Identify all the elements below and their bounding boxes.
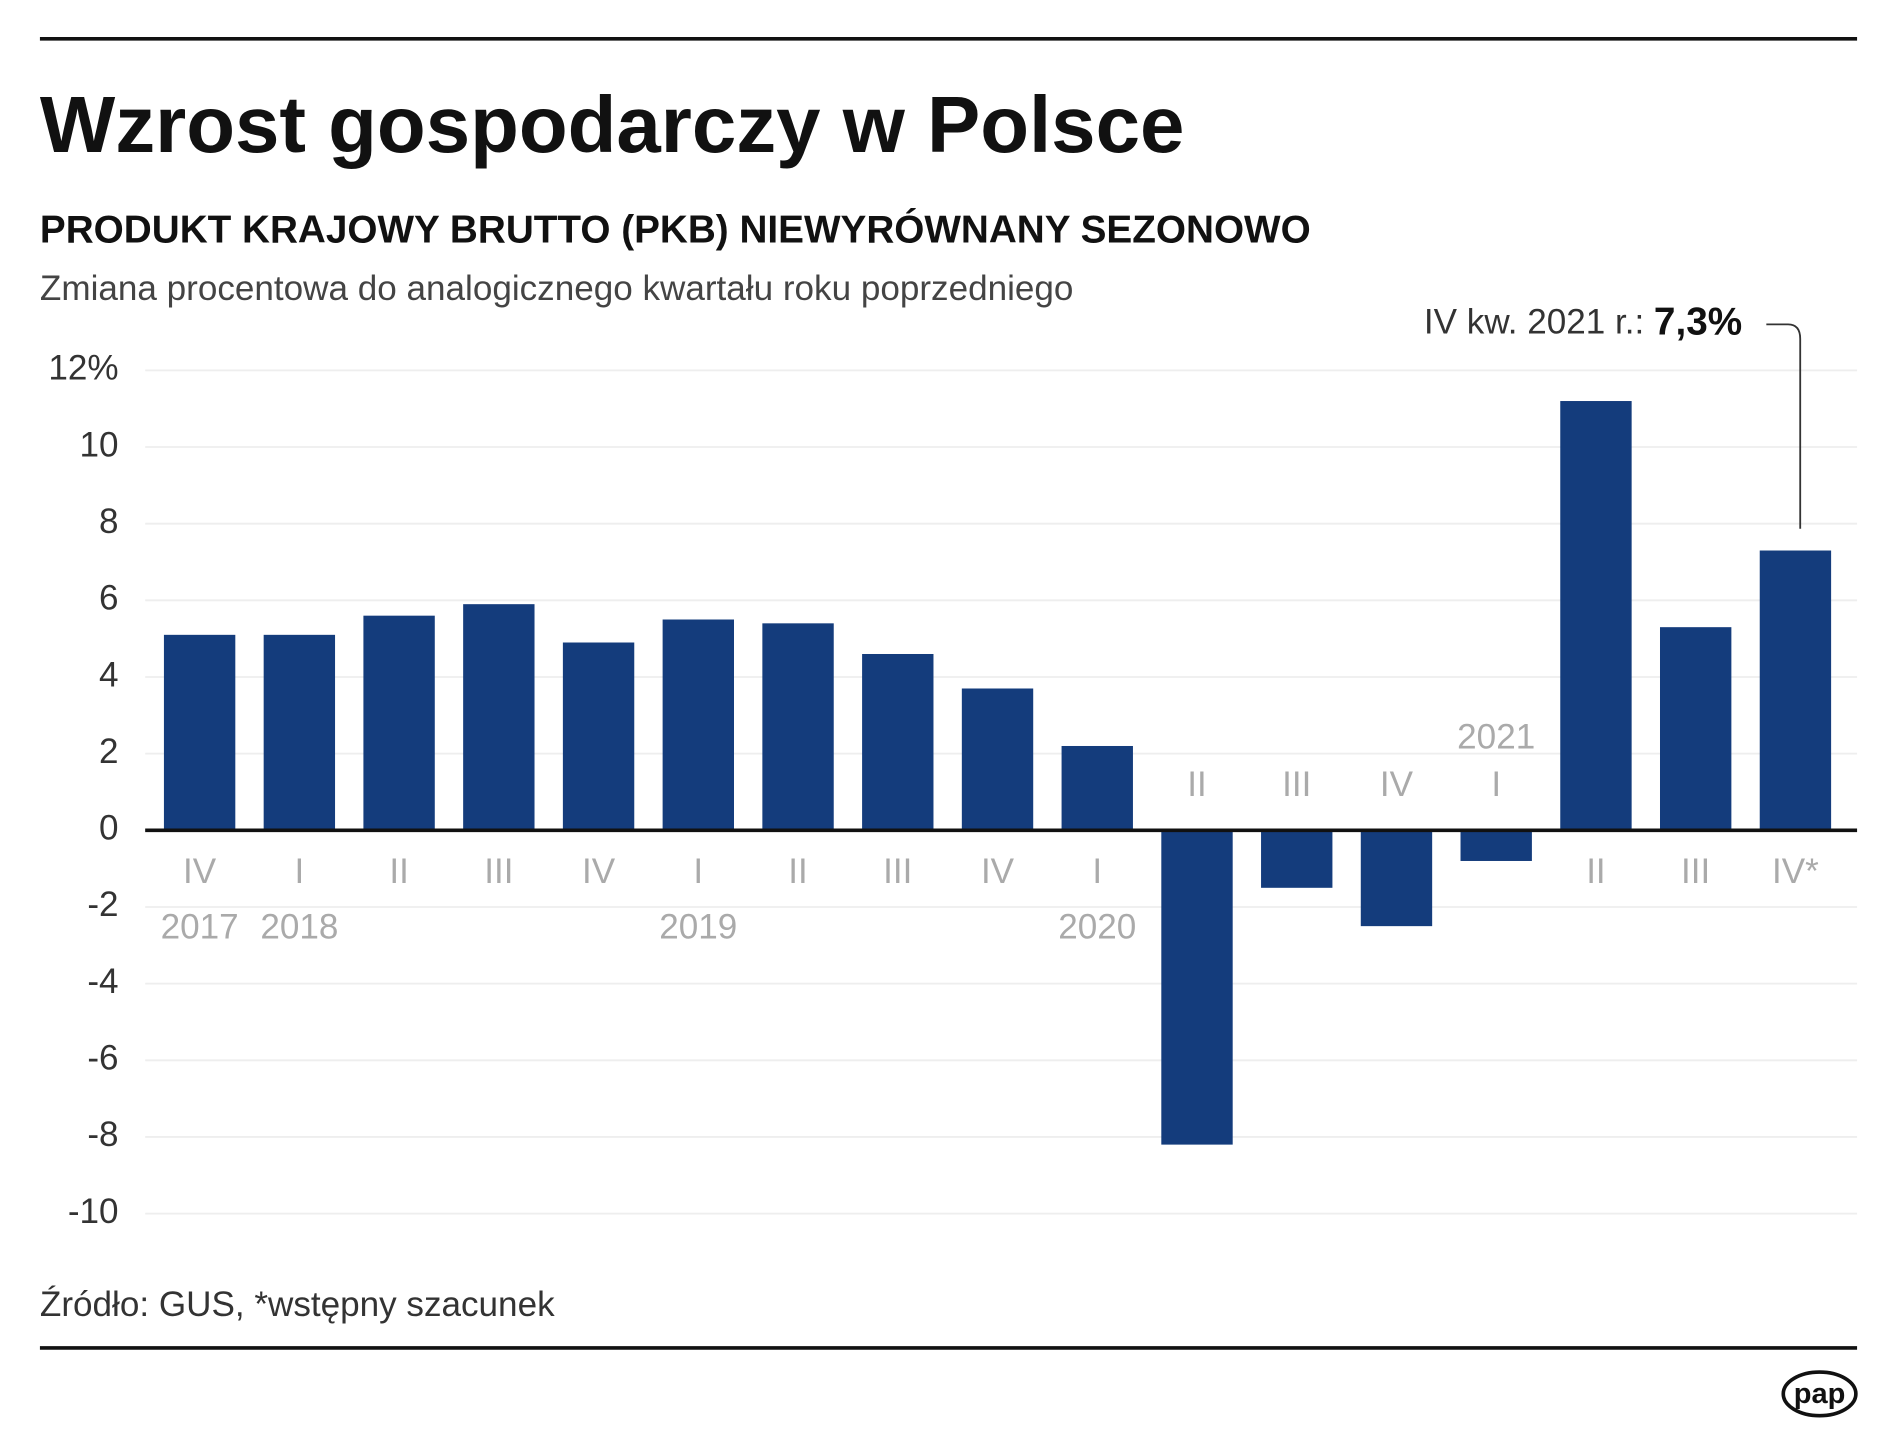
source: Źródło: GUS, *wstępny szacunek (40, 1285, 555, 1324)
y-tick-label: -4 (87, 962, 118, 1001)
bar (1360, 830, 1433, 927)
y-tick-label: -10 (68, 1192, 119, 1231)
bar (662, 619, 734, 831)
x-tick-label: I (1491, 765, 1501, 804)
y-tick-label: -6 (87, 1039, 118, 1078)
x-tick-label: IV (582, 852, 616, 891)
bar (961, 688, 1034, 831)
bar (1460, 830, 1532, 861)
bar (1560, 401, 1632, 831)
x-tick-label: IV (183, 852, 217, 891)
year-label: 2019 (659, 908, 737, 947)
x-tick-label: I (1092, 852, 1102, 891)
x-tick-label: IV (1380, 765, 1414, 804)
x-tick-label: IV (981, 852, 1015, 891)
x-tick-label: III (883, 852, 912, 891)
annotation: IV kw. 2021 r.: (1424, 303, 1644, 342)
bar (1659, 627, 1732, 831)
logo: pap (1794, 1378, 1846, 1410)
y-tick-label: 2 (99, 732, 119, 771)
year-label: 2021 (1457, 718, 1535, 757)
x-tick-label: II (1586, 852, 1606, 891)
value-label: 7,3% (1654, 301, 1742, 344)
x-tick-label: III (484, 852, 513, 891)
bar (463, 604, 535, 831)
bar (1161, 830, 1233, 1145)
y-tick-label: 12% (48, 349, 118, 388)
logo-frame (1781, 1370, 1858, 1418)
x-tick-label: II (1187, 765, 1207, 804)
bar (1261, 830, 1333, 888)
y-axis-label: Zmiana procentowa do analogicznego kwart… (40, 269, 1074, 308)
x-tick-label: IV* (1772, 852, 1819, 891)
bar (762, 623, 834, 831)
bar (562, 642, 635, 831)
y-tick-label: 0 (99, 809, 119, 848)
bar (363, 615, 435, 831)
bar (163, 634, 236, 831)
y-tick-label: 8 (99, 502, 119, 541)
x-tick-label: III (1282, 765, 1311, 804)
chart-title: Wzrost gospodarczy w Polsce (40, 80, 1184, 169)
y-tick-label: 10 (80, 425, 119, 464)
x-tick-label: I (294, 852, 304, 891)
x-tick-label: II (788, 852, 808, 891)
x-tick-label: II (389, 852, 409, 891)
y-tick-label: 4 (99, 655, 119, 694)
chart-subtitle: PRODUKT KRAJOWY BRUTTO (PKB) NIEWYRÓWNAN… (40, 208, 1311, 252)
year-label: 2020 (1058, 908, 1136, 947)
y-tick-label: -8 (87, 1115, 118, 1154)
x-tick-label: I (693, 852, 703, 891)
bar (1759, 550, 1832, 831)
bar (1061, 745, 1133, 831)
bar (862, 653, 934, 831)
y-tick-label: -2 (87, 885, 118, 924)
x-tick-label: III (1681, 852, 1710, 891)
annotation-connector (1766, 323, 1802, 529)
year-label: 2017 (161, 908, 239, 947)
year-label: 2018 (260, 908, 338, 947)
y-tick-label: 6 (99, 579, 119, 618)
bar (263, 634, 336, 831)
